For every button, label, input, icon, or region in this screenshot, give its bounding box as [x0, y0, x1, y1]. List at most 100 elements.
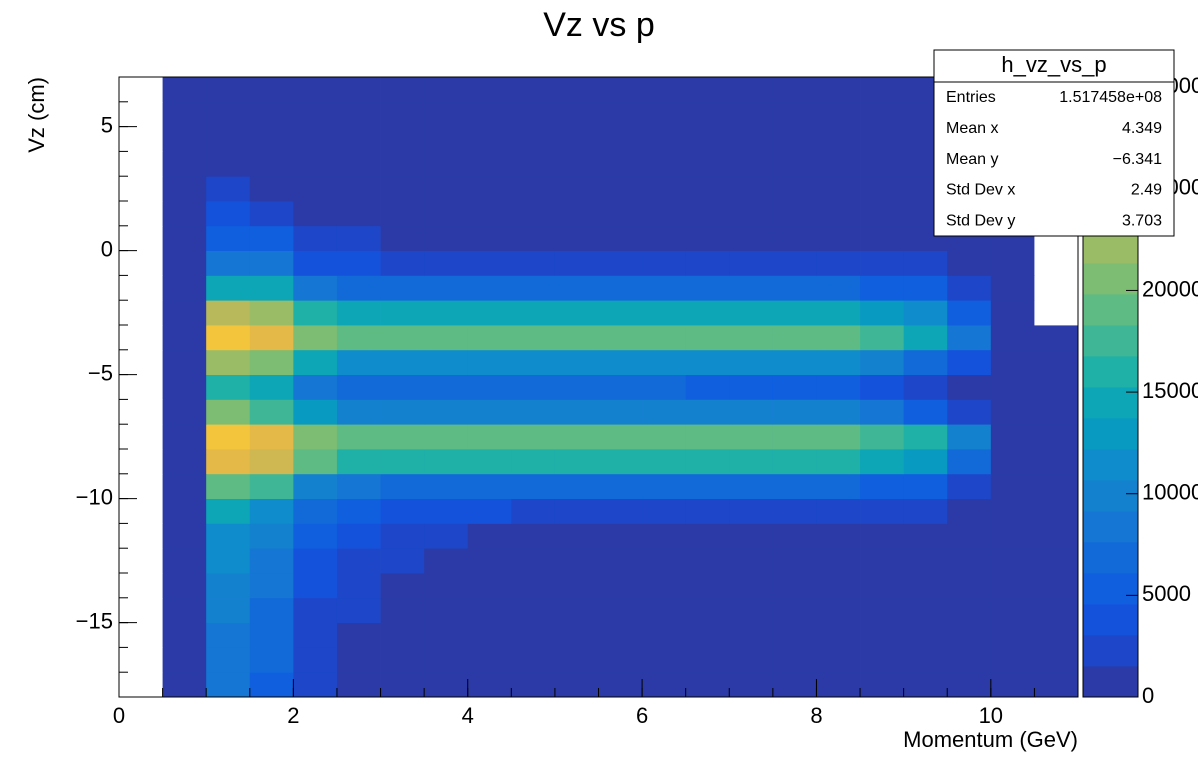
heat-cell [772, 101, 817, 127]
heat-cell [729, 449, 774, 475]
heat-cell [119, 250, 163, 276]
heat-cell [642, 374, 687, 400]
heat-cell [903, 473, 948, 499]
heat-cell [467, 622, 512, 648]
heat-cell [554, 597, 599, 623]
heat-cell [598, 449, 643, 475]
heat-cell [206, 349, 251, 375]
heat-cell [380, 548, 425, 574]
heat-cell [598, 201, 643, 227]
color-bar-segment [1083, 232, 1138, 264]
heat-cell [424, 498, 469, 524]
heat-cell [380, 424, 425, 450]
heat-cell [772, 77, 817, 103]
heat-cell [336, 672, 381, 698]
heat-cell [598, 647, 643, 673]
heat-cell [554, 225, 599, 251]
heat-cell [642, 325, 687, 351]
heat-cell [336, 449, 381, 475]
heat-cell [206, 597, 251, 623]
heat-cell [598, 473, 643, 499]
heat-cell [772, 151, 817, 177]
heat-cell [554, 101, 599, 127]
heat-cell [293, 151, 338, 177]
heat-cell [336, 573, 381, 599]
heat-cell [293, 399, 338, 425]
heat-cell [685, 672, 730, 698]
heat-cell [554, 151, 599, 177]
heat-cell [206, 151, 251, 177]
heat-cell [685, 126, 730, 152]
heat-cell [511, 201, 556, 227]
heat-cell [554, 498, 599, 524]
heat-cell [816, 622, 861, 648]
heat-cell [467, 201, 512, 227]
heat-cell [380, 449, 425, 475]
heat-cell [772, 573, 817, 599]
heat-cell [685, 597, 730, 623]
heat-cell [729, 176, 774, 202]
y-tick-label: −15 [76, 608, 113, 633]
heat-cell [642, 622, 687, 648]
heat-cell [990, 523, 1035, 549]
heat-cell [990, 349, 1035, 375]
heat-cell [249, 101, 294, 127]
heat-cell [860, 573, 905, 599]
heat-cell [467, 275, 512, 301]
heat-cell [816, 449, 861, 475]
heat-cell [380, 597, 425, 623]
heat-cell [162, 473, 207, 499]
heat-cell [642, 399, 687, 425]
heat-cell [729, 300, 774, 326]
heat-cell [1034, 672, 1079, 698]
heat-cell [685, 548, 730, 574]
heat-cell [293, 176, 338, 202]
x-tick-label: 10 [979, 703, 1003, 728]
heat-cell [162, 647, 207, 673]
heat-cell [860, 101, 905, 127]
heat-cell [860, 126, 905, 152]
heat-cell [162, 498, 207, 524]
heat-cell [511, 101, 556, 127]
heat-cell [598, 597, 643, 623]
heat-cell [119, 126, 163, 152]
heat-cell [729, 399, 774, 425]
heat-cell [598, 101, 643, 127]
heat-cell [162, 77, 207, 103]
heat-cell [336, 176, 381, 202]
heat-cell [729, 126, 774, 152]
chart-title: Vz vs p [543, 6, 654, 44]
color-bar-segment [1083, 604, 1138, 636]
heat-cell [293, 77, 338, 103]
heat-cell [816, 548, 861, 574]
heat-cell [554, 126, 599, 152]
heat-cell [162, 325, 207, 351]
heat-cell [249, 349, 294, 375]
heat-cell [511, 250, 556, 276]
heat-cell [1034, 523, 1079, 549]
heat-cell [119, 498, 163, 524]
heat-cell [947, 622, 992, 648]
heat-cell [293, 325, 338, 351]
heat-cell [554, 424, 599, 450]
heat-cell [206, 201, 251, 227]
heat-cell [598, 225, 643, 251]
heat-cell [424, 77, 469, 103]
heat-cell [380, 473, 425, 499]
heat-cell [947, 374, 992, 400]
heat-cell [860, 300, 905, 326]
heat-cell [424, 473, 469, 499]
heat-cell [380, 374, 425, 400]
heat-cell [511, 424, 556, 450]
heat-cell [293, 597, 338, 623]
heat-cell [816, 498, 861, 524]
heat-cell [642, 126, 687, 152]
heat-cell [903, 399, 948, 425]
heat-cell [119, 201, 163, 227]
heat-cell [729, 151, 774, 177]
heat-cell [249, 250, 294, 276]
heat-cell [990, 573, 1035, 599]
heat-cell [467, 647, 512, 673]
heat-cell [467, 498, 512, 524]
x-tick-label: 0 [113, 703, 125, 728]
